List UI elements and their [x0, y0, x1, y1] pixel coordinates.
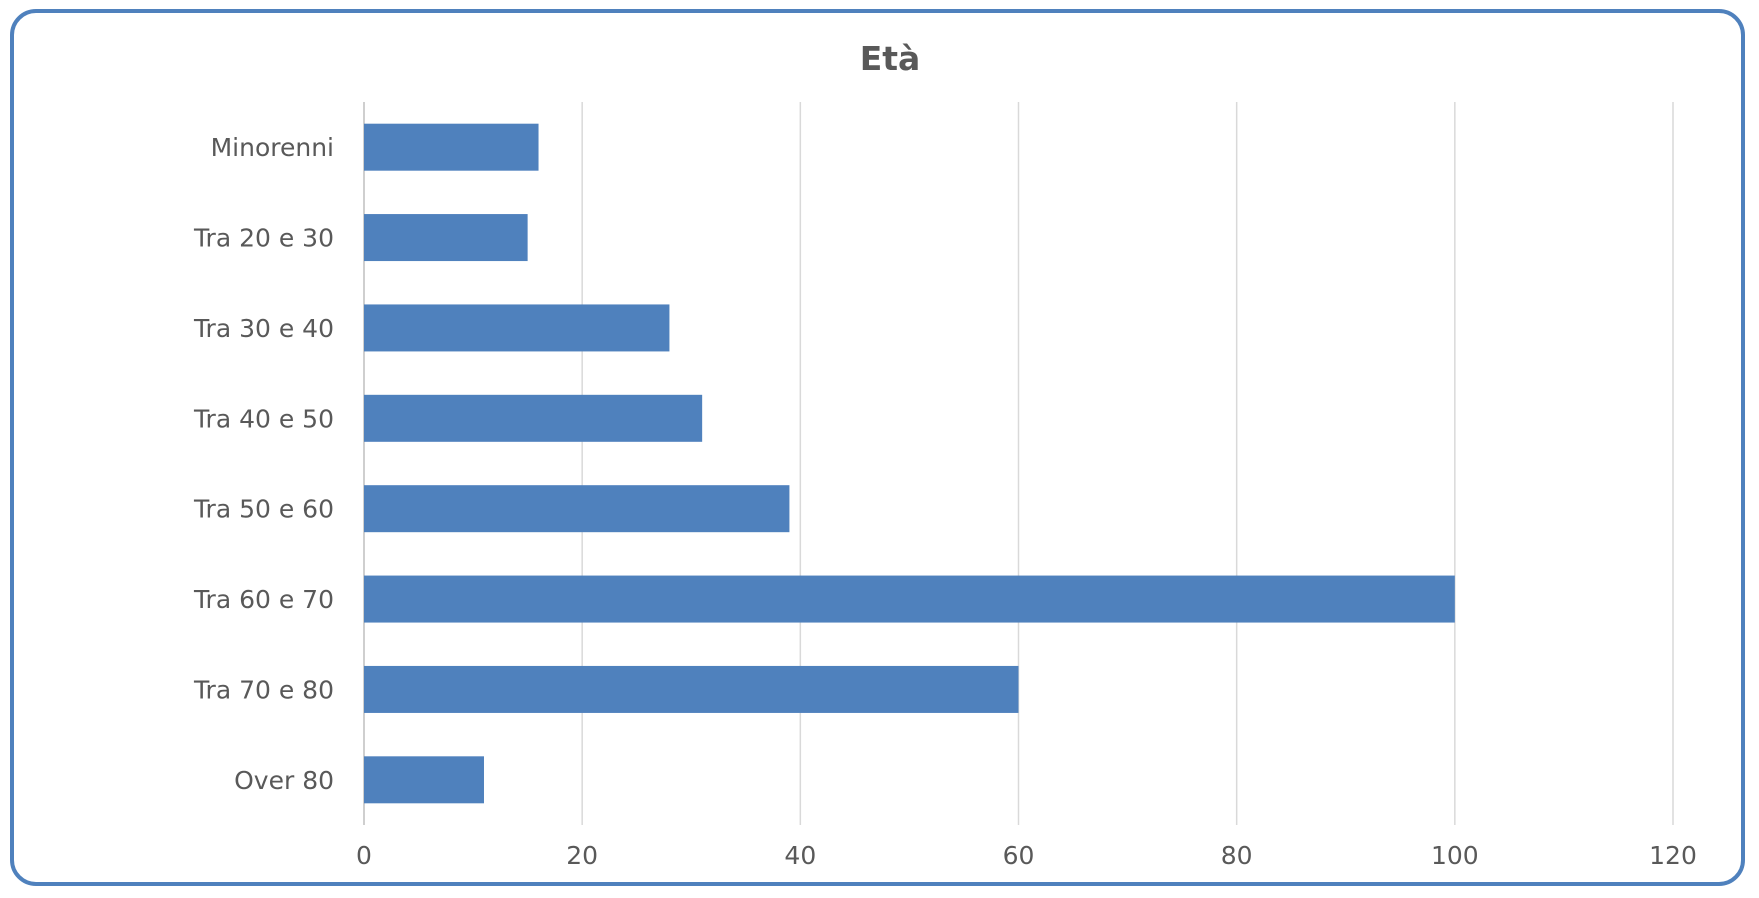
bar [364, 123, 539, 171]
gridlines [363, 102, 1674, 825]
category-label: Minorenni [211, 133, 334, 162]
category-label: Tra 50 e 60 [193, 495, 334, 524]
chart-frame [10, 9, 1745, 886]
category-label: Tra 30 e 40 [193, 314, 334, 343]
bar [364, 485, 790, 533]
category-label: Tra 70 e 80 [193, 675, 334, 704]
category-label: Over 80 [234, 766, 334, 795]
x-tick-label: 80 [1221, 841, 1253, 870]
chart-title: Età [860, 39, 921, 78]
category-label: Tra 40 e 50 [193, 404, 334, 433]
bar [364, 394, 703, 442]
x-tick-label: 20 [566, 841, 598, 870]
tick-labels: 0 20 40 60 80 100 120 [356, 841, 1697, 870]
x-tick-label: 40 [784, 841, 816, 870]
bar [364, 756, 484, 804]
x-tick-label: 60 [1003, 841, 1035, 870]
bars [364, 123, 1455, 804]
x-tick-label: 120 [1649, 841, 1697, 870]
x-tick-label: 100 [1431, 841, 1479, 870]
category-label: Tra 60 e 70 [193, 585, 334, 614]
bar [364, 575, 1455, 623]
bar [364, 304, 670, 352]
category-labels: Minorenni Tra 20 e 30 Tra 30 e 40 Tra 40 e … [193, 133, 334, 795]
bar [364, 665, 1019, 713]
x-tick-label: 0 [356, 841, 372, 870]
category-label: Tra 20 e 30 [193, 224, 334, 253]
bar [364, 214, 528, 262]
